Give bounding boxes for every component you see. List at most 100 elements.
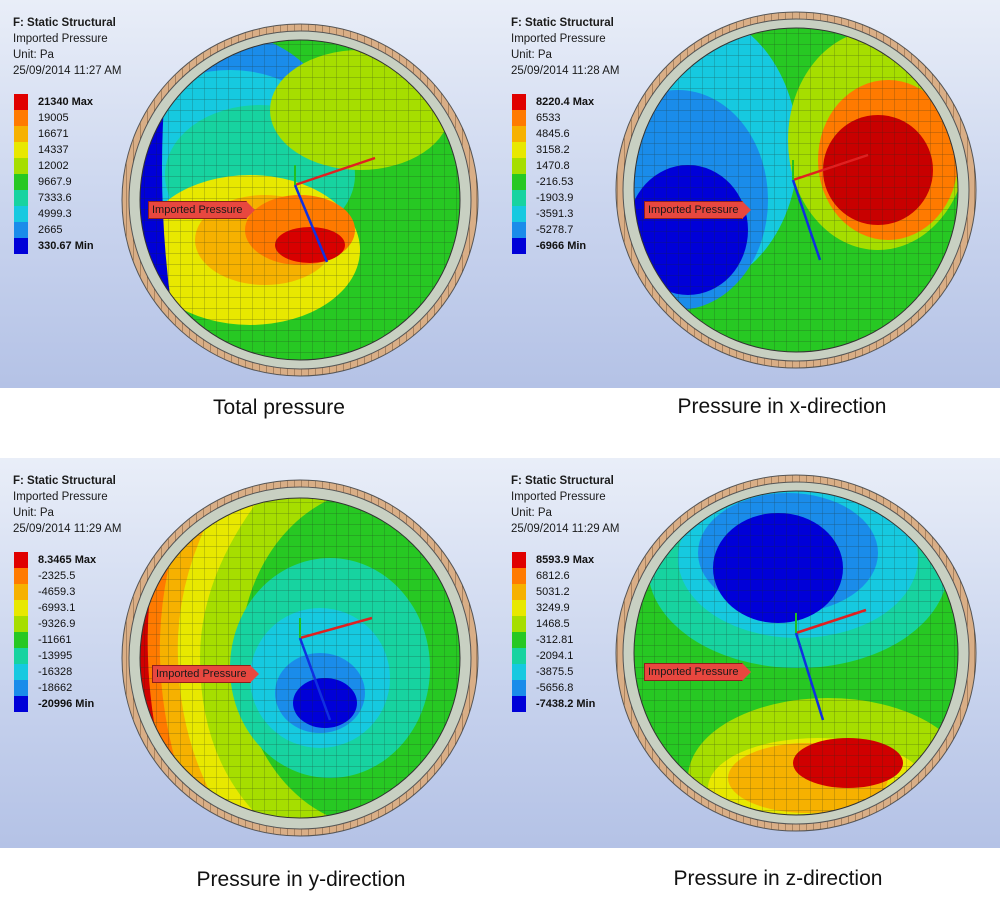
panel-caption: Pressure in x-direction	[677, 395, 887, 418]
legend-label: 8593.9 Max	[536, 554, 595, 566]
legend-swatch	[14, 126, 28, 142]
legend-label: -2094.1	[536, 650, 574, 662]
legend-swatch	[512, 174, 526, 190]
legend-label: -6993.1	[38, 602, 76, 614]
legend-label: -4659.3	[38, 586, 76, 598]
unit-label: Unit: Pa	[13, 49, 54, 61]
legend-label: 3249.9	[536, 602, 570, 614]
legend-swatch	[512, 680, 526, 696]
legend-swatch	[512, 568, 526, 584]
legend-swatch	[14, 110, 28, 126]
legend-label: -13995	[38, 650, 73, 662]
legend-swatch	[512, 190, 526, 206]
legend-swatch	[512, 584, 526, 600]
legend-swatch	[512, 552, 526, 568]
legend-label: -9326.9	[38, 618, 76, 630]
legend-swatch	[14, 648, 28, 664]
legend-label: -2325.5	[38, 570, 76, 582]
legend-swatch	[512, 94, 526, 110]
legend-label: 19005	[38, 112, 69, 124]
z-pressure-panel: F: Static Structural Imported Pressure U…	[498, 458, 1000, 848]
legend-swatch	[512, 632, 526, 648]
legend-swatch	[512, 206, 526, 222]
panel-caption: Pressure in y-direction	[196, 868, 406, 891]
legend-swatch	[14, 552, 28, 568]
legend-label: 8.3465 Max	[38, 554, 97, 566]
legend-label: -18662	[38, 682, 73, 694]
pressure-contour-view	[121, 479, 479, 837]
legend-swatch	[14, 616, 28, 632]
unit-label: Unit: Pa	[13, 507, 54, 519]
panel-caption: Pressure in z-direction	[673, 867, 883, 890]
legend-swatch	[14, 222, 28, 238]
legend-swatch	[512, 600, 526, 616]
legend-label: 6533	[536, 112, 561, 124]
legend-label: -6966 Min	[536, 240, 587, 252]
legend-label: 14337	[38, 144, 69, 156]
legend-swatch	[512, 158, 526, 174]
legend-label: -312.81	[536, 634, 574, 646]
x-pressure-panel: F: Static Structural Imported Pressure U…	[498, 0, 1000, 388]
legend-swatch	[14, 696, 28, 712]
legend-swatch	[512, 648, 526, 664]
legend-swatch	[14, 568, 28, 584]
pressure-contour-view	[615, 474, 977, 832]
legend-swatch	[14, 584, 28, 600]
imported-pressure-callout[interactable]: Imported Pressure	[148, 201, 257, 219]
imported-pressure-callout[interactable]: Imported Pressure	[152, 665, 261, 683]
system-title: F: Static Structural	[511, 475, 614, 487]
imported-pressure-callout[interactable]: Imported Pressure	[644, 201, 753, 219]
legend-label: -1903.9	[536, 192, 574, 204]
legend-swatch	[512, 222, 526, 238]
legend-label: -11661	[38, 634, 72, 646]
legend-swatch	[14, 142, 28, 158]
legend-swatch	[14, 94, 28, 110]
legend-label: 1470.8	[536, 160, 570, 172]
timestamp: 25/09/2014 11:28 AM	[511, 65, 620, 77]
legend-label: -7438.2 Min	[536, 698, 596, 710]
legend-swatch	[512, 696, 526, 712]
legend-swatch	[14, 600, 28, 616]
legend-label: -5656.8	[536, 682, 574, 694]
panel-caption: Total pressure	[213, 396, 345, 419]
legend-label: 5031.2	[536, 586, 570, 598]
legend-swatch	[512, 664, 526, 680]
result-header: F: Static Structural Imported Pressure U…	[511, 15, 620, 79]
legend-label: -3875.5	[536, 666, 574, 678]
timestamp: 25/09/2014 11:29 AM	[13, 523, 122, 535]
legend-label: 8220.4 Max	[536, 96, 595, 108]
legend-label: 16671	[38, 128, 69, 140]
system-title: F: Static Structural	[13, 475, 116, 487]
timestamp: 25/09/2014 11:29 AM	[511, 523, 620, 535]
legend-label: 4999.3	[38, 208, 72, 220]
legend-label: 330.67 Min	[38, 240, 94, 252]
y-pressure-panel: F: Static Structural Imported Pressure U…	[0, 458, 498, 848]
legend-swatch	[512, 616, 526, 632]
result-header: F: Static Structural Imported Pressure U…	[511, 473, 620, 537]
result-header: F: Static Structural Imported Pressure U…	[13, 15, 122, 79]
result-name: Imported Pressure	[511, 33, 606, 45]
timestamp: 25/09/2014 11:27 AM	[13, 65, 122, 77]
legend-label: 7333.6	[38, 192, 72, 204]
imported-pressure-callout[interactable]: Imported Pressure	[644, 663, 753, 681]
legend-swatch	[512, 142, 526, 158]
legend-swatch	[14, 190, 28, 206]
result-name: Imported Pressure	[511, 491, 606, 503]
unit-label: Unit: Pa	[511, 49, 552, 61]
legend-swatch	[14, 158, 28, 174]
legend-swatch	[14, 206, 28, 222]
legend-label: 4845.6	[536, 128, 570, 140]
total-pressure-panel: F: Static Structural Imported Pressure U…	[0, 0, 498, 388]
legend-label: -3591.3	[536, 208, 574, 220]
legend-swatch	[14, 632, 28, 648]
legend-swatch	[512, 238, 526, 254]
legend-label: -216.53	[536, 176, 574, 188]
legend-label: -5278.7	[536, 224, 574, 236]
unit-label: Unit: Pa	[511, 507, 552, 519]
legend-label: -20996 Min	[38, 698, 95, 710]
system-title: F: Static Structural	[511, 17, 614, 29]
pressure-contour-view	[615, 11, 977, 369]
legend-label: 12002	[38, 160, 69, 172]
system-title: F: Static Structural	[13, 17, 116, 29]
legend-label: 21340 Max	[38, 96, 94, 108]
